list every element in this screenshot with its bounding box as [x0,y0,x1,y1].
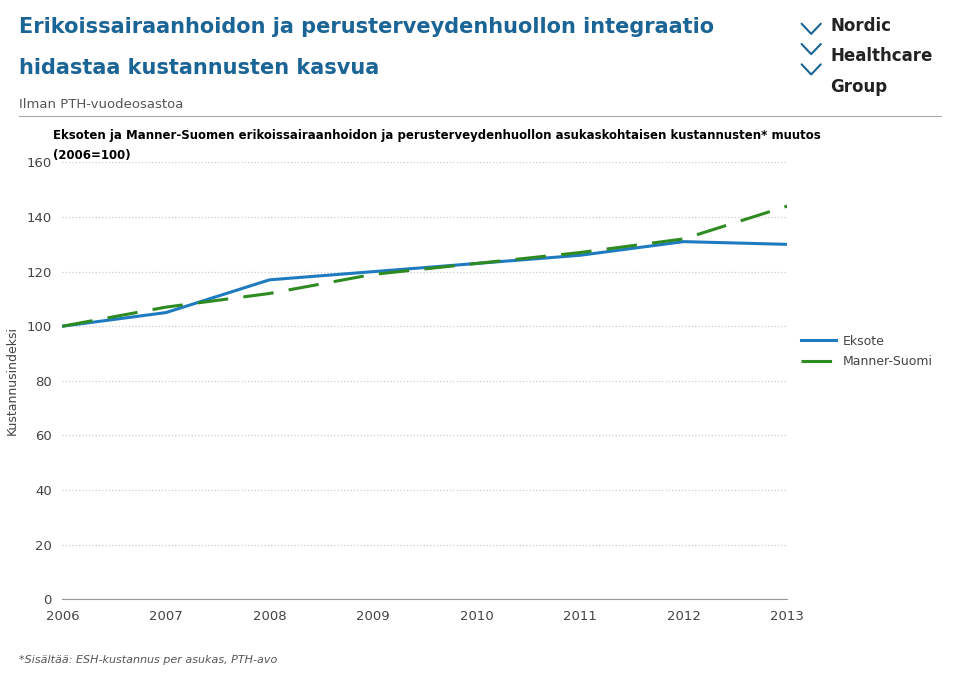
Text: hidastaa kustannusten kasvua: hidastaa kustannusten kasvua [19,58,379,78]
Eksote [264,276,276,284]
Line: Manner-Suomi: Manner-Suomi [62,206,787,326]
Manner-Suomi [470,259,482,267]
Eksote [160,309,172,317]
Text: Nordic: Nordic [830,17,892,35]
Eksote [57,322,68,330]
Manner-Suomi [264,289,276,297]
Manner-Suomi [574,248,586,257]
Text: *Sisältää: ESH-kustannus per asukas, PTH-avo: *Sisältää: ESH-kustannus per asukas, PTH… [19,655,277,665]
Eksote [470,259,482,267]
Legend: Eksote, Manner-Suomi: Eksote, Manner-Suomi [801,334,933,368]
Text: (2006=100): (2006=100) [53,149,131,162]
Eksote [574,251,586,259]
Eksote [781,240,793,248]
Manner-Suomi [160,303,172,311]
Text: Erikoissairaanhoidon ja perusterveydenhuollon integraatio: Erikoissairaanhoidon ja perusterveydenhu… [19,17,714,37]
Manner-Suomi [57,322,68,330]
Y-axis label: Kustannusindeksi: Kustannusindeksi [5,326,18,435]
Manner-Suomi [678,235,689,243]
Text: Group: Group [830,78,888,96]
Manner-Suomi [781,202,793,210]
Text: Eksoten ja Manner-Suomen erikoissairaanhoidon ja perusterveydenhuollon asukaskoh: Eksoten ja Manner-Suomen erikoissairaanh… [53,129,821,141]
Eksote [678,238,689,246]
Line: Eksote: Eksote [62,242,787,326]
Eksote [368,267,379,276]
Text: Ilman PTH-vuodeosastoa: Ilman PTH-vuodeosastoa [19,98,183,111]
Text: Healthcare: Healthcare [830,47,933,66]
Manner-Suomi [368,270,379,278]
